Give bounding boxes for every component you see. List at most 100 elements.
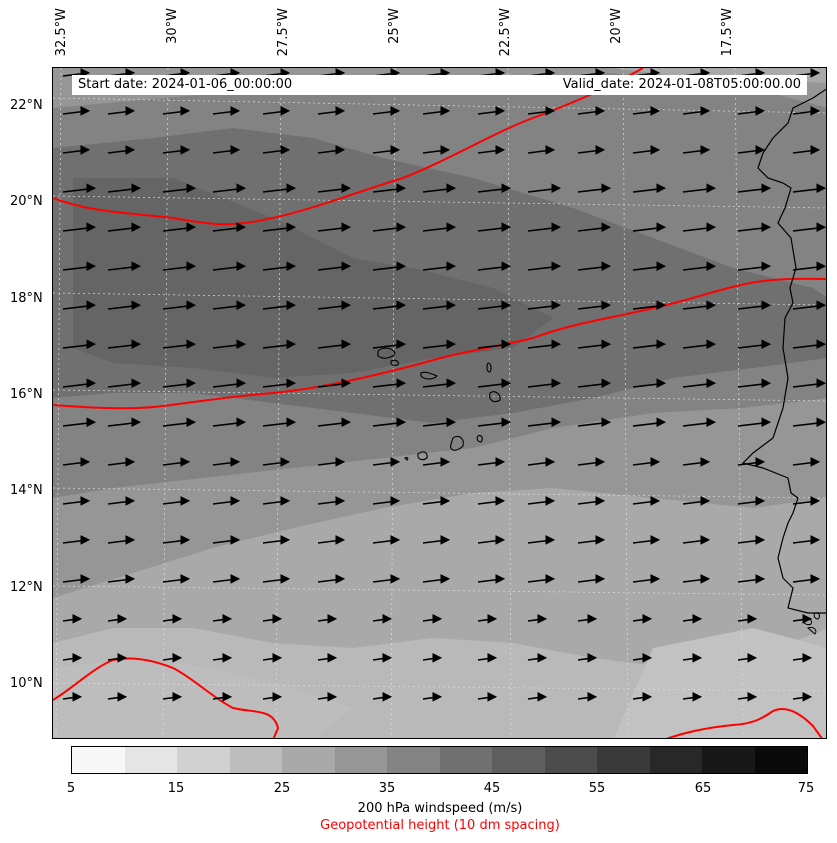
wind-arrow-head bbox=[656, 417, 667, 427]
wind-arrow-head bbox=[172, 614, 183, 624]
wind-arrow-head bbox=[382, 692, 393, 702]
wind-arrow-head bbox=[537, 653, 548, 663]
wind-arrow-head bbox=[80, 535, 91, 545]
wind-arrow-shaft bbox=[477, 344, 505, 349]
wind-arrow-shaft bbox=[62, 72, 84, 77]
wind-arrow-head bbox=[700, 145, 711, 155]
wind-arrow-shaft bbox=[682, 422, 710, 427]
wind-arrow-shaft bbox=[317, 500, 339, 505]
wind-arrow-head bbox=[72, 692, 83, 702]
wind-arrow-head bbox=[501, 339, 512, 349]
wind-arrow-shaft bbox=[107, 110, 129, 115]
wind-arrow-head bbox=[222, 692, 233, 702]
windspeed-map bbox=[53, 68, 826, 738]
colorbar-segment bbox=[544, 747, 597, 773]
wind-arrow-head bbox=[755, 457, 766, 467]
wind-arrow-head bbox=[501, 222, 512, 232]
wind-arrow-shaft bbox=[477, 149, 499, 154]
wind-arrow-head bbox=[802, 614, 813, 624]
wind-arrow-shaft bbox=[737, 305, 765, 310]
wind-arrow-shaft bbox=[632, 266, 660, 271]
wind-arrow-head bbox=[125, 535, 136, 545]
wind-arrow-head bbox=[650, 145, 661, 155]
wind-arrow-head bbox=[280, 145, 291, 155]
wind-arrow-head bbox=[117, 614, 128, 624]
wind-arrow-head bbox=[335, 457, 346, 467]
graticule bbox=[53, 68, 826, 738]
wind-arrow-shaft bbox=[792, 227, 820, 232]
wind-arrow-head bbox=[446, 261, 457, 271]
wind-arrow-head bbox=[125, 496, 136, 506]
wind-arrow-shaft bbox=[477, 539, 499, 544]
lat-label-14n: 14°N bbox=[10, 483, 43, 498]
wind-arrow-head bbox=[537, 692, 548, 702]
wind-arrow-shaft bbox=[422, 461, 444, 466]
wind-arrow-shaft bbox=[682, 266, 710, 271]
wind-arrow-shaft bbox=[62, 539, 84, 544]
wind-arrow-head bbox=[390, 68, 401, 78]
wind-arrow-head bbox=[755, 496, 766, 506]
wind-arrow-head bbox=[180, 145, 191, 155]
wind-arrow-head bbox=[810, 574, 821, 584]
lon-label-27-5w: 27.5°W bbox=[276, 8, 291, 57]
wind-arrow-shaft bbox=[372, 110, 394, 115]
wind-arrow-shaft bbox=[577, 344, 605, 349]
wind-arrow-head bbox=[706, 378, 717, 388]
wind-arrow-head bbox=[286, 183, 297, 193]
wind-arrow-head bbox=[286, 300, 297, 310]
wind-arrow-shaft bbox=[162, 383, 190, 388]
wind-arrow-shaft bbox=[632, 539, 654, 544]
wind-arrow-head bbox=[755, 574, 766, 584]
cape-verde-islands bbox=[377, 347, 501, 461]
wind-arrow-head bbox=[551, 261, 562, 271]
wind-arrow-head bbox=[551, 417, 562, 427]
wind-arrow-head bbox=[587, 692, 598, 702]
wind-arrow-shaft bbox=[107, 539, 129, 544]
wind-arrow-head bbox=[440, 574, 451, 584]
wind-arrow-shaft bbox=[372, 461, 394, 466]
wind-arrow-shaft bbox=[737, 422, 765, 427]
wind-arrow-head bbox=[440, 106, 451, 116]
wind-arrow-head bbox=[236, 339, 247, 349]
wind-arrow-head bbox=[180, 496, 191, 506]
wind-arrow-shaft bbox=[422, 422, 450, 427]
wind-arrow-shaft bbox=[792, 383, 820, 388]
wind-arrow-head bbox=[286, 222, 297, 232]
wind-arrow-shaft bbox=[317, 383, 345, 388]
wind-arrow-head bbox=[341, 300, 352, 310]
wind-arrow-head bbox=[601, 378, 612, 388]
wind-arrow-shaft bbox=[792, 266, 820, 271]
wind-arrow-shaft bbox=[317, 266, 345, 271]
wind-arrow-head bbox=[601, 339, 612, 349]
wind-arrow-head bbox=[86, 261, 97, 271]
wind-arrow-head bbox=[180, 574, 191, 584]
wind-arrow-shaft bbox=[212, 305, 240, 310]
wind-arrow-shaft bbox=[107, 305, 135, 310]
wind-arrow-shaft bbox=[632, 383, 660, 388]
wind-arrow-head bbox=[230, 106, 241, 116]
wind-arrow-head bbox=[186, 417, 197, 427]
wind-arrow-shaft bbox=[262, 383, 290, 388]
coastline-africa bbox=[741, 88, 826, 614]
colorbar-tick-15: 15 bbox=[167, 781, 185, 796]
wind-arrow-shaft bbox=[737, 188, 765, 193]
wind-arrow-shaft bbox=[737, 110, 759, 115]
wind-arrow-head bbox=[747, 614, 758, 624]
wind-arrow-head bbox=[755, 145, 766, 155]
wind-arrow-head bbox=[495, 68, 506, 78]
wind-arrow-head bbox=[390, 145, 401, 155]
wind-arrow-head bbox=[487, 614, 498, 624]
wind-arrow-shaft bbox=[737, 266, 765, 271]
wind-arrow-shaft bbox=[162, 305, 190, 310]
wind-arrow-head bbox=[186, 183, 197, 193]
map-panel[interactable] bbox=[52, 67, 827, 739]
wind-arrow-shaft bbox=[477, 266, 505, 271]
wind-arrow-head bbox=[642, 692, 653, 702]
wind-arrow-shaft bbox=[162, 422, 190, 427]
wind-arrow-head bbox=[180, 68, 191, 78]
wind-arrow-head bbox=[125, 68, 136, 78]
wind-arrow-shaft bbox=[792, 305, 820, 310]
wind-arrow-shaft bbox=[737, 149, 759, 154]
wind-arrow-shaft bbox=[527, 422, 555, 427]
wind-arrow-head bbox=[706, 261, 717, 271]
